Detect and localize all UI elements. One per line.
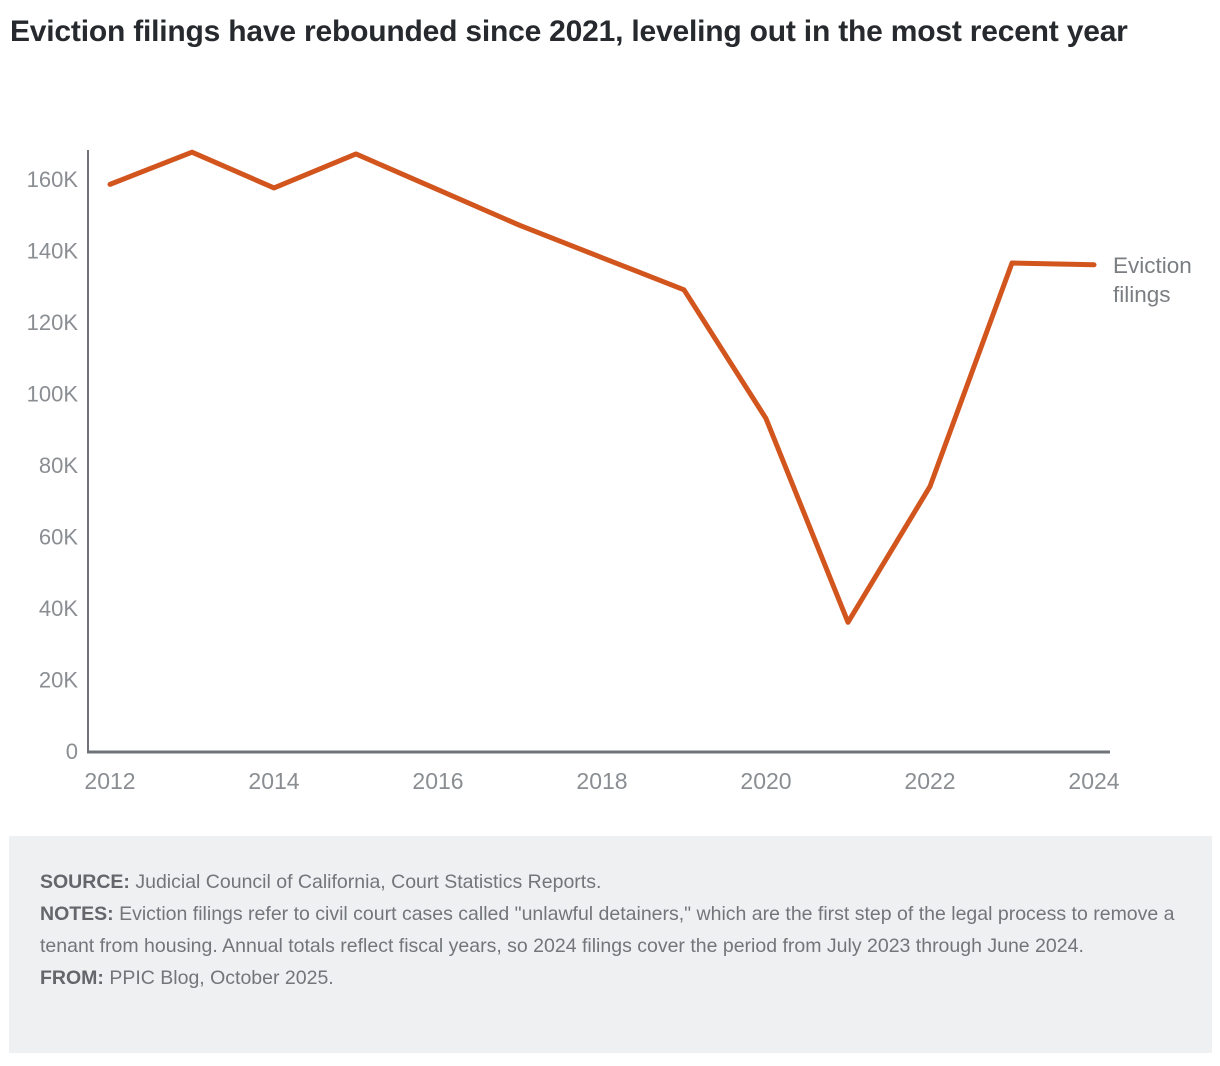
y-tick-label: 140K [27, 239, 79, 264]
source-notes-panel: SOURCE: Judicial Council of California, … [9, 836, 1212, 1053]
from-text: PPIC Blog, October 2025. [109, 967, 334, 989]
chart-title: Eviction filings have rebounded since 20… [10, 15, 1128, 48]
source-text: Judicial Council of California, Court St… [135, 871, 602, 893]
y-tick-label: 40K [39, 596, 78, 621]
notes-line: NOTES: Eviction filings refer to civil c… [40, 898, 1177, 962]
y-tick-label: 20K [39, 668, 78, 693]
eviction-filings-line [107, 149, 1097, 625]
notes-text: Eviction filings refer to civil court ca… [40, 903, 1175, 957]
line-chart: 0 20K 40K 60K 80K 100K 120K 140K 160K 2012 2014 201… [27, 149, 1192, 794]
source-label: SOURCE: [40, 871, 130, 893]
y-tick-label: 100K [27, 382, 79, 407]
source-line: SOURCE: Judicial Council of California, … [40, 866, 1177, 898]
x-tick-label: 2016 [412, 768, 463, 794]
y-tick-label: 160K [27, 167, 79, 192]
x-tick-label: 2018 [576, 768, 627, 794]
y-tick-label: 80K [39, 453, 78, 478]
y-tick-label: 60K [39, 525, 78, 550]
chart-canvas: 0 20K 40K 60K 80K 100K 120K 140K 160K 2012 2014 201… [27, 149, 1120, 794]
x-tick-label: 2024 [1068, 768, 1119, 794]
y-tick-label: 0 [66, 739, 78, 764]
x-tick-label: 2012 [84, 768, 135, 794]
y-tick-label: 120K [27, 310, 79, 335]
from-label: FROM: [40, 967, 104, 989]
notes-label: NOTES: [40, 903, 114, 925]
from-line: FROM: PPIC Blog, October 2025. [40, 962, 1177, 994]
x-tick-label: 2022 [904, 768, 955, 794]
x-tick-label: 2020 [740, 768, 791, 794]
x-tick-label: 2014 [248, 768, 299, 794]
series-legend-label: Eviction filings [1113, 253, 1192, 307]
